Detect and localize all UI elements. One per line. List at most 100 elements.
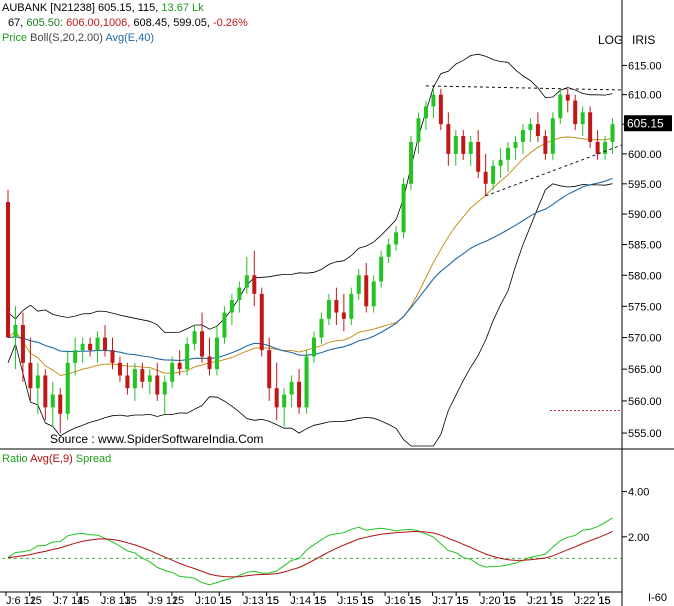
spread-legend: Spread bbox=[75, 453, 112, 465]
candle-body bbox=[386, 244, 391, 257]
candle-body bbox=[13, 325, 18, 338]
hdr2-c: 606.00,1006, bbox=[66, 17, 131, 29]
x-tick-label: J:9 12 bbox=[148, 595, 178, 606]
y-tick-label: 570.00 bbox=[628, 333, 662, 345]
candle-body bbox=[438, 94, 443, 125]
header-line-1: AUBANK [N21238] 605.15, 115, 13.67 Lk bbox=[2, 2, 204, 15]
candle-body bbox=[244, 275, 249, 288]
candle-body bbox=[610, 124, 615, 142]
x-tick-label: 15 bbox=[409, 595, 421, 606]
candle-body bbox=[446, 124, 451, 154]
unit-label: Lk bbox=[192, 2, 204, 14]
boll-upper-line bbox=[7, 53, 613, 333]
last-price-label: 605.15 bbox=[627, 116, 664, 130]
candle-body bbox=[222, 312, 227, 338]
trendline-lower bbox=[485, 144, 623, 197]
candle-body bbox=[117, 362, 122, 376]
x-tick-label: 15 bbox=[456, 595, 468, 606]
x-tick-label: 15 bbox=[314, 595, 326, 606]
candle-body bbox=[6, 201, 10, 338]
iris-button[interactable]: IRIS bbox=[632, 33, 656, 47]
footer-right-label: I-60 bbox=[648, 592, 667, 604]
candle-body bbox=[237, 287, 242, 301]
ratio-line bbox=[7, 517, 613, 586]
candle-body bbox=[453, 135, 458, 154]
candle-body bbox=[461, 135, 466, 154]
candle-body bbox=[65, 362, 70, 414]
candle-body bbox=[349, 293, 354, 319]
x-tick-label: J:14 15 bbox=[290, 595, 326, 606]
avg-legend: Avg(E,40) bbox=[105, 32, 155, 44]
candle-body bbox=[282, 394, 287, 408]
candle-body bbox=[528, 124, 533, 131]
hdr2-d: 608.45, bbox=[133, 17, 171, 29]
x-tick-label: J:7 14 bbox=[53, 595, 83, 606]
candle-body bbox=[356, 275, 361, 294]
candle-body bbox=[267, 350, 272, 389]
hdr2-b: 605.50: bbox=[26, 17, 64, 29]
price-legend: Price bbox=[2, 32, 28, 44]
symbol-label: AUBANK [N21238] bbox=[2, 2, 95, 14]
ratio-avg-legend: Avg(E,9) bbox=[30, 453, 73, 465]
x-tick-label: J:13 15 bbox=[243, 595, 279, 606]
candle-body bbox=[185, 343, 190, 370]
candle-body bbox=[423, 106, 428, 119]
ema40-line bbox=[7, 177, 613, 362]
candle-body bbox=[259, 293, 264, 351]
candle-body bbox=[207, 356, 212, 370]
candle-body bbox=[565, 94, 570, 101]
hdr2-a: 67, bbox=[8, 17, 24, 29]
x-tick-label: 15 bbox=[30, 595, 42, 606]
candle-body bbox=[88, 343, 93, 351]
candle-body bbox=[43, 375, 48, 408]
hdr2-e: 599.05, bbox=[173, 17, 210, 29]
candle-body bbox=[177, 362, 182, 370]
candle-body bbox=[371, 281, 376, 307]
candle-body bbox=[409, 141, 414, 184]
candle-body bbox=[125, 375, 130, 389]
candle-body bbox=[334, 300, 339, 313]
x-tick-label: J:15 15 bbox=[338, 595, 374, 606]
log-button[interactable]: LOG bbox=[598, 33, 624, 47]
y-tick-label: 580.00 bbox=[628, 270, 662, 282]
candle-body bbox=[364, 275, 369, 307]
candle-body bbox=[147, 375, 152, 382]
candle-body bbox=[95, 337, 100, 351]
candle-body bbox=[491, 165, 496, 184]
candle-body bbox=[476, 141, 481, 172]
y-tick-label: 590.00 bbox=[628, 209, 662, 221]
ratio-avg-line bbox=[7, 530, 613, 578]
candle-body bbox=[28, 362, 33, 389]
candle-body bbox=[252, 275, 257, 294]
y-tick-label: 595.00 bbox=[628, 179, 662, 191]
candle-body bbox=[312, 337, 316, 357]
trendline-upper bbox=[425, 85, 623, 91]
x-tick-label: 15 bbox=[267, 595, 279, 606]
source-label: Source : www.SpiderSoftwareIndia.Com bbox=[50, 432, 264, 446]
candle-body bbox=[304, 356, 309, 408]
candle-body bbox=[573, 100, 578, 125]
x-tick-label: J:17 15 bbox=[432, 595, 468, 606]
y-tick-label: 615.00 bbox=[628, 60, 662, 72]
candle-body bbox=[214, 337, 219, 370]
candle-body bbox=[506, 147, 511, 160]
candle-body bbox=[341, 312, 346, 319]
candle-body bbox=[394, 232, 399, 245]
x-tick-label: J:10 15 bbox=[196, 595, 232, 606]
y-tick-label: 585.00 bbox=[628, 240, 662, 252]
x-tick-label: 15 bbox=[77, 595, 89, 606]
candle-body bbox=[162, 381, 167, 395]
price-values: 605.15, 115, bbox=[98, 2, 159, 14]
y-tick-label: 555.00 bbox=[628, 428, 662, 440]
candle-body bbox=[103, 337, 108, 351]
x-tick-label: J:20 15 bbox=[480, 595, 516, 606]
candle-body bbox=[431, 94, 436, 107]
candle-body bbox=[550, 118, 555, 154]
candle-body bbox=[319, 318, 324, 338]
x-tick-label: 15 bbox=[124, 595, 136, 606]
y-tick-label: 610.00 bbox=[628, 90, 662, 102]
x-tick-label: 15 bbox=[504, 595, 516, 606]
candle-body bbox=[535, 124, 540, 136]
candle-body bbox=[595, 141, 600, 154]
candle-body bbox=[513, 141, 518, 148]
